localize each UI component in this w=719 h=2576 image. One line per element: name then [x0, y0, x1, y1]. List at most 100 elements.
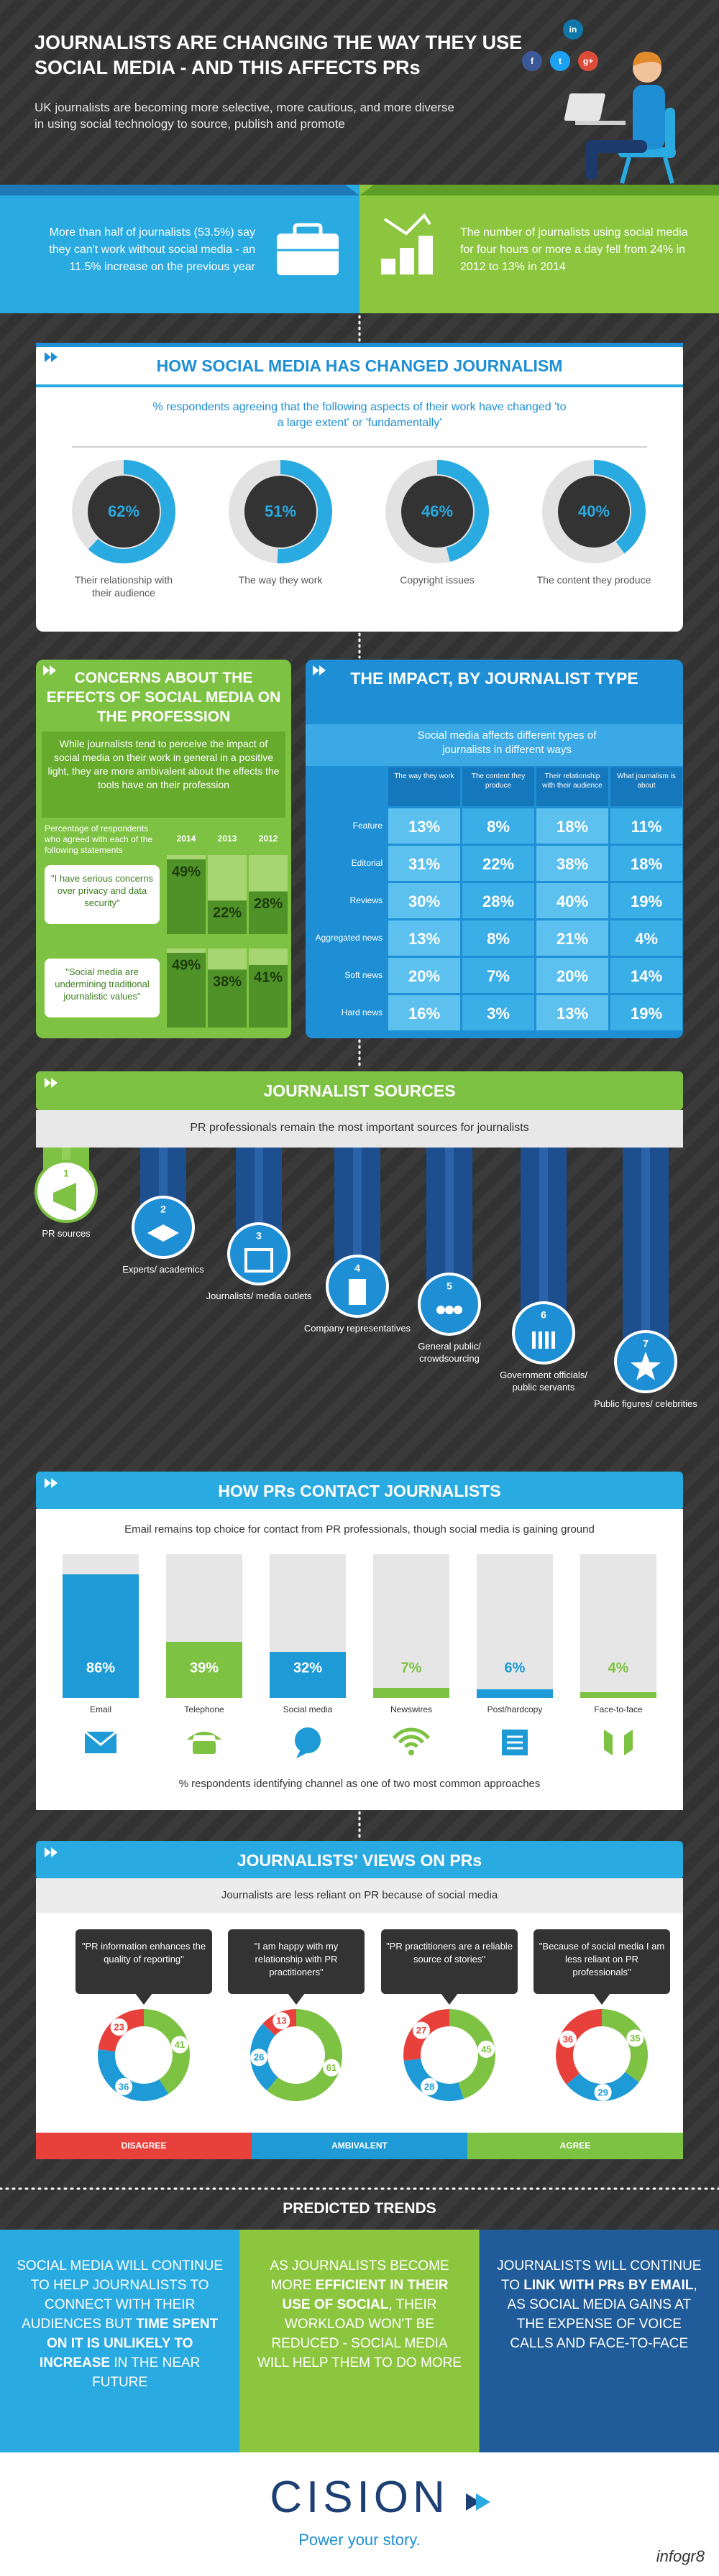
play-icon: [51, 1478, 58, 1488]
table-cell: [536, 883, 608, 918]
source-rank: 1: [63, 1168, 69, 1179]
segment-label: 27: [416, 2025, 426, 2036]
channel-icon: [193, 1741, 216, 1754]
source-label: Government officials/ public servants: [500, 1370, 587, 1393]
table-value: 13%: [408, 930, 441, 948]
donut-caption: Their relationship with their audience: [74, 574, 173, 599]
ribbon-stripe: [353, 1148, 362, 1286]
channel-icon: [404, 1742, 418, 1748]
legend-swatch: [36, 2133, 252, 2159]
table-cell: [536, 995, 608, 1030]
bar-label: 32%: [293, 1660, 322, 1676]
quote: "PR practitioners are a reliable source …: [386, 1941, 513, 1965]
table-cell: [610, 846, 682, 881]
table-value: 38%: [556, 855, 589, 873]
segment-label: 26: [254, 2052, 264, 2063]
bar-track: [477, 1554, 553, 1698]
bar-track: [373, 1554, 449, 1698]
segment-label: 41: [175, 2039, 185, 2050]
segment-label: 36: [119, 2081, 129, 2092]
segment-label-bg: [559, 2030, 577, 2048]
donut-segment: [144, 2009, 190, 2095]
social-icon: [550, 51, 570, 71]
segment-label: 23: [114, 2021, 124, 2032]
channel-icon: [84, 1730, 117, 1746]
table-value: 7%: [487, 967, 510, 985]
column-header: [610, 767, 682, 806]
donut-label: 51%: [265, 502, 296, 520]
cell-label: 49%: [172, 957, 201, 973]
subtitle: UK journalists are becoming more selecti…: [35, 101, 454, 131]
table-value: 21%: [556, 930, 589, 948]
category-label: Post/hardcopy: [487, 1704, 543, 1714]
chart-icon-bar: [418, 236, 433, 274]
play-icon: [50, 665, 56, 675]
row-label: Aggregated news: [315, 933, 383, 943]
source-icon: [551, 1331, 555, 1349]
trend-text-part: LINK WITH PRs BY EMAIL: [523, 2278, 694, 2293]
band-edge: [0, 185, 360, 195]
trend-text-part: , AS SOCIAL MEDIA GAINS AT THE EXPENSE O…: [507, 2278, 697, 2351]
column-header-label: The way they work: [394, 772, 454, 780]
play-icon: [43, 665, 50, 675]
donut-caption: The way they work: [238, 574, 323, 586]
donut-hole: [88, 476, 160, 548]
source-icon: [532, 1331, 536, 1349]
cell-label: 41%: [254, 969, 283, 985]
section-title: CONCERNS ABOUT THE EFFECTS OF SOCIAL MED…: [46, 670, 281, 725]
year-header: 2014: [176, 834, 196, 844]
channel-icon: [187, 1732, 221, 1740]
trend-text-part: SOCIAL MEDIA WILL CONTINUE TO HELP JOURN…: [17, 2258, 224, 2332]
source-rank: 4: [354, 1262, 360, 1274]
source-label: Company representatives: [303, 1323, 411, 1334]
source-label: Journalists/ media outlets: [206, 1291, 312, 1301]
section-subtitle: PR professionals remain the most importa…: [190, 1122, 529, 1134]
table-cell: [610, 920, 682, 956]
legend-label: AMBIVALENT: [331, 2141, 388, 2151]
table-cell: [388, 883, 460, 918]
table-cell: [388, 958, 460, 993]
donut-arc: [594, 460, 646, 554]
bar: [63, 1574, 139, 1698]
section-title: JOURNALIST SOURCES: [263, 1081, 456, 1100]
play-icon: [45, 1078, 51, 1088]
speech-bubble: [533, 1929, 670, 1994]
statement: "Social media are undermining traditiona…: [55, 966, 150, 1002]
table-value: 11%: [631, 818, 662, 836]
cell-bar: [249, 891, 288, 934]
donut-caption: Copyright issues: [400, 574, 475, 586]
table-cell: [610, 883, 682, 918]
logo-arrow: [476, 2493, 490, 2511]
table-cell: [462, 995, 534, 1030]
segment-label-bg: [421, 2077, 439, 2095]
bar-label: 7%: [401, 1660, 422, 1676]
speech-tail: [593, 1993, 610, 2005]
cell-bar: [208, 969, 247, 1028]
table-value: 28%: [482, 892, 515, 910]
donut-segment: [602, 2009, 648, 2082]
intro-panel: [42, 731, 285, 818]
bar: [166, 1642, 242, 1698]
cell-bar: [249, 964, 288, 1028]
section-header: [36, 1071, 683, 1110]
statement-box: [45, 865, 160, 924]
card: [36, 1509, 683, 1810]
trend-panel: [0, 2230, 241, 2452]
social-icon: [522, 51, 542, 71]
table-value: 16%: [408, 1005, 441, 1022]
play-icon: [319, 665, 326, 675]
table-value: 8%: [487, 930, 510, 948]
quote: "PR information enhances the quality of …: [81, 1941, 206, 1965]
bar: [373, 1688, 449, 1698]
social-icon-label: f: [531, 56, 534, 66]
social-icon-label: g+: [583, 56, 593, 66]
donut-segment: [267, 2009, 343, 2101]
source-icon: [147, 1224, 179, 1242]
donut-caption: The content they produce: [536, 574, 651, 586]
logo: CISION: [270, 2473, 449, 2522]
table-caption: Percentage of respondents who agreed wit…: [45, 823, 153, 855]
cell-bar: [167, 859, 206, 934]
column-header-label: Their relationship with their audience: [542, 772, 603, 790]
source-icon: [436, 1306, 445, 1314]
section-title: HOW SOCIAL MEDIA HAS CHANGED JOURNALISM: [156, 356, 563, 375]
